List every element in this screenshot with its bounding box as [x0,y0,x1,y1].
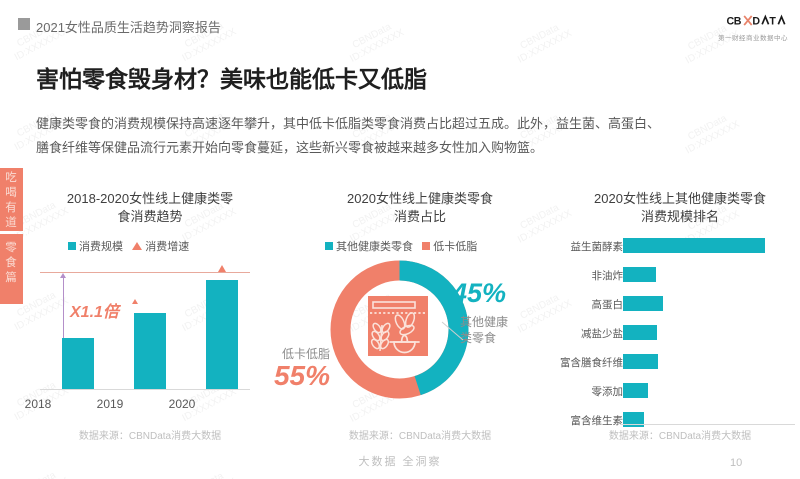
svg-text:T: T [769,15,776,27]
svg-text:D: D [752,15,760,27]
svg-text:CB: CB [726,15,741,27]
